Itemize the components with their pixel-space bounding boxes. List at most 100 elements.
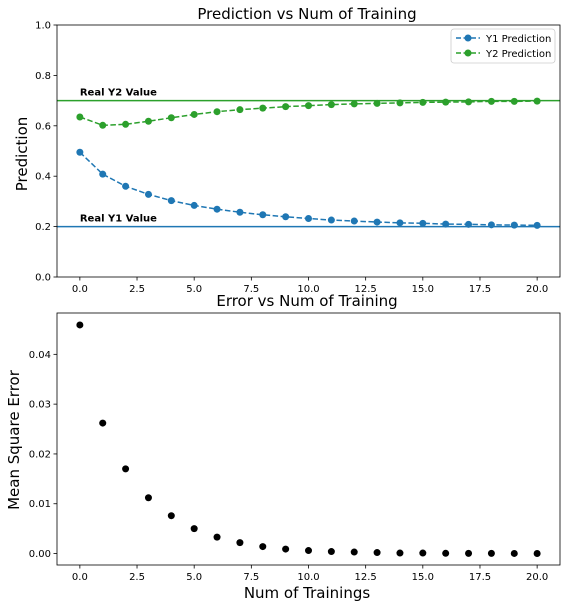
x-tick-label: 0.0 (72, 572, 88, 583)
data-point (487, 549, 495, 557)
error-chart-title: Error vs Num of Training (216, 292, 397, 310)
error-chart-ticks: 0.0 2.5 5.0 7.5 10.0 12.5 15.0 17.5 20.0 0.00 0.01… (29, 350, 549, 583)
y-tick-label: 0.00 (29, 549, 51, 560)
reference-line-label: Real Y2 Value (80, 88, 157, 99)
x-tick-label: 10.0 (297, 572, 319, 583)
prediction-chart-ylabel: Prediction (13, 117, 31, 192)
x-tick-label: 5.0 (186, 572, 202, 583)
data-point (350, 548, 358, 556)
data-point (144, 190, 152, 198)
x-tick-label: 17.5 (469, 284, 491, 295)
data-point (305, 215, 312, 223)
data-point (213, 533, 221, 541)
data-point (487, 221, 495, 229)
x-tick-label: 5.0 (186, 284, 202, 295)
data-point (350, 100, 358, 108)
y-tick-label: 0.0 (35, 273, 51, 284)
data-point (442, 220, 450, 228)
prediction-chart-frame (56, 24, 561, 278)
data-point (190, 110, 198, 118)
data-point (282, 213, 290, 221)
y-tick-label: 0.04 (29, 350, 51, 361)
data-point (167, 114, 175, 122)
data-point (533, 221, 541, 229)
data-point (419, 98, 427, 106)
data-point (76, 148, 84, 156)
data-point (327, 101, 335, 109)
error-chart-frame (56, 312, 561, 566)
data-point (259, 104, 267, 112)
x-tick-label: 12.5 (355, 572, 377, 583)
x-tick-label: 17.5 (469, 572, 491, 583)
data-point (76, 321, 84, 329)
data-point (419, 219, 427, 227)
error-chart: Error vs Num of Training Num of Training… (5, 292, 561, 602)
x-tick-label: 0.0 (72, 284, 88, 295)
y-tick-label: 0.8 (35, 71, 51, 82)
data-point (144, 117, 152, 125)
error-chart-ylabel: Mean Square Error (5, 369, 23, 510)
data-point (327, 216, 335, 224)
data-point (236, 208, 244, 216)
y-tick-label: 0.01 (29, 499, 51, 510)
data-point (510, 221, 518, 229)
data-point (236, 539, 244, 547)
data-point (396, 99, 404, 107)
data-point (305, 102, 312, 110)
reference-line-label: Real Y1 Value (80, 214, 157, 225)
data-point (259, 543, 267, 551)
data-point (259, 211, 267, 219)
prediction-chart-ticks: 0.0 2.5 5.0 7.5 10.0 12.5 15.0 17.5 20.0 0.0 0.2 0.… (35, 21, 548, 296)
data-point (373, 549, 381, 557)
x-tick-label: 20.0 (526, 284, 548, 295)
data-point (122, 182, 130, 190)
data-point (533, 97, 541, 105)
data-point (465, 220, 473, 228)
x-tick-label: 15.0 (412, 572, 434, 583)
data-point (236, 106, 244, 114)
data-point (487, 97, 495, 105)
data-point (419, 549, 427, 557)
x-tick-label: 20.0 (526, 572, 548, 583)
data-point (122, 120, 130, 128)
x-tick-label: 15.0 (412, 284, 434, 295)
legend-y1-marker (464, 34, 472, 42)
y-tick-label: 0.03 (29, 400, 51, 411)
data-point (373, 99, 381, 107)
x-tick-label: 10.0 (297, 284, 319, 295)
data-point (510, 549, 518, 557)
legend-y1-label: Y1 Prediction (485, 34, 551, 45)
data-point (144, 494, 152, 502)
error-chart-xlabel: Num of Trainings (244, 584, 371, 602)
data-point (510, 97, 518, 105)
x-tick-label: 2.5 (129, 284, 145, 295)
data-point (76, 113, 84, 121)
data-point (327, 548, 335, 556)
prediction-chart-series (76, 97, 541, 229)
data-point (442, 98, 450, 106)
prediction-chart: Prediction vs Num of Training Prediction… (13, 5, 561, 296)
data-point (213, 205, 221, 213)
legend-y2-marker (464, 49, 472, 57)
data-point (213, 108, 221, 116)
prediction-chart-legend: Y1 Prediction Y2 Prediction (450, 28, 556, 64)
y-tick-label: 0.4 (35, 172, 51, 183)
data-point (99, 419, 107, 427)
data-point (167, 197, 175, 205)
data-point (122, 465, 130, 473)
data-point (282, 545, 290, 553)
legend-y2-label: Y2 Prediction (485, 49, 551, 60)
prediction-chart-reference-lines: Real Y2 Value Real Y1 Value (57, 88, 560, 228)
x-tick-label: 7.5 (243, 572, 259, 583)
y-tick-label: 0.02 (29, 449, 51, 460)
data-point (305, 547, 312, 555)
x-tick-label: 7.5 (243, 284, 259, 295)
error-chart-points (76, 321, 541, 557)
data-point (533, 549, 541, 557)
data-point (282, 103, 290, 111)
data-point (350, 217, 358, 225)
x-tick-label: 12.5 (355, 284, 377, 295)
data-point (99, 121, 107, 129)
x-tick-label: 2.5 (129, 572, 145, 583)
data-point (190, 525, 198, 533)
